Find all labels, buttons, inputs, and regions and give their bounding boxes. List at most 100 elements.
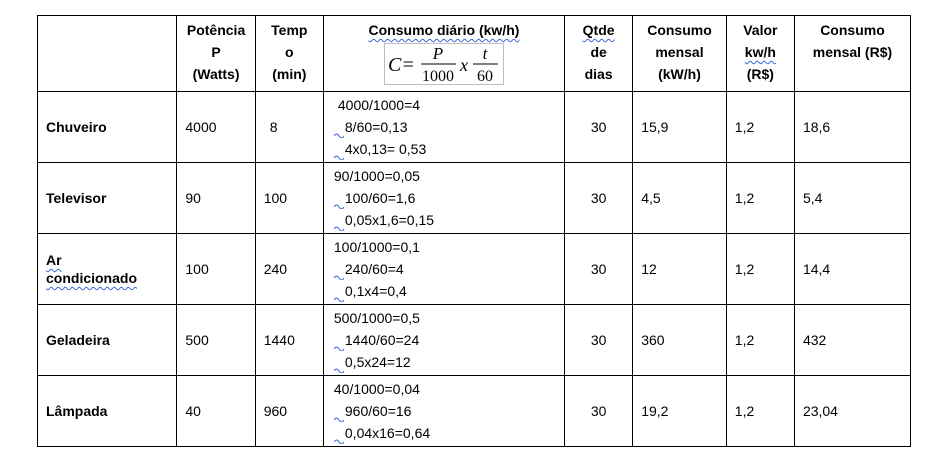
row-consumo-rs: 14,4 bbox=[793, 233, 912, 305]
row-tempo: 1440 bbox=[254, 304, 324, 376]
calc-line: 8/60=0,13 bbox=[333, 116, 564, 138]
calc-line: 500/1000=0,5 bbox=[334, 307, 564, 329]
header-qtde-l2: de bbox=[590, 44, 607, 60]
formula-box: C= P 1000 x t 60 bbox=[383, 43, 504, 85]
calc-line: 0,1x4=0,4 bbox=[333, 280, 564, 302]
squiggle-mark bbox=[333, 436, 344, 444]
calc-text: 1440/60=24 bbox=[344, 332, 420, 348]
row-potencia: 4000 bbox=[176, 91, 256, 163]
header-consumo-mensal-rs: Consumo mensal (R$) bbox=[793, 15, 912, 92]
header-potencia: Potência P (Watts) bbox=[176, 15, 256, 92]
row-consumo-rs: 5,4 bbox=[793, 162, 912, 234]
formula-num2: t bbox=[483, 44, 489, 63]
calc-text: 0,05x1,6=0,15 bbox=[344, 212, 435, 228]
table-row: Lâmpada 40 960 40/1000=0,04 960/60=16 0,… bbox=[36, 375, 912, 447]
row-consumo-mensal: 12 bbox=[632, 233, 727, 305]
calc-line: 0,5x24=12 bbox=[333, 351, 564, 373]
header-tempo: Temp o (min) bbox=[254, 15, 324, 92]
header-consumo-rs-l2: mensal (R$) bbox=[812, 44, 893, 60]
table-row: Chuveiro 4000 8 4000/1000=4 8/60=0,13 4x… bbox=[36, 91, 912, 163]
table-row: Ar condicionado 100 240 100/1000=0,1 240… bbox=[36, 233, 912, 305]
header-consumo-diario-label: Consumo diário (kw/h) bbox=[368, 22, 520, 38]
row-dias: 30 bbox=[564, 375, 634, 447]
row-item: Chuveiro bbox=[36, 91, 178, 163]
row-potencia: 100 bbox=[176, 233, 256, 305]
row-dias: 30 bbox=[564, 304, 634, 376]
squiggle-mark bbox=[333, 414, 344, 422]
header-item bbox=[36, 15, 178, 92]
squiggle-mark bbox=[333, 272, 344, 280]
calc-text: 240/60=4 bbox=[344, 261, 404, 277]
row-consumo-rs: 432 bbox=[793, 304, 912, 376]
row-valor: 1,2 bbox=[725, 304, 795, 376]
header-valor-l1: Valor bbox=[743, 22, 778, 38]
row-calc: 4000/1000=4 8/60=0,13 4x0,13= 0,53 bbox=[322, 91, 566, 163]
row-tempo: 8 bbox=[254, 91, 324, 163]
calc-line: 4000/1000=4 bbox=[334, 94, 564, 116]
formula-op: x bbox=[459, 55, 468, 75]
calc-text: 4x0,13= 0,53 bbox=[344, 141, 427, 157]
row-item: Geladeira bbox=[36, 304, 178, 376]
header-valor: Valor kw/h (R$) bbox=[725, 15, 795, 92]
row-dias: 30 bbox=[564, 162, 634, 234]
header-consumo-mensal-l1: Consumo bbox=[647, 22, 712, 38]
calc-text: 90/1000=0,05 bbox=[333, 168, 420, 184]
formula-den1: 1000 bbox=[422, 68, 454, 84]
calc-text: 40/1000=0,04 bbox=[333, 381, 420, 397]
calc-text: 100/1000=0,1 bbox=[333, 239, 420, 255]
calc-text: 100/60=1,6 bbox=[344, 190, 416, 206]
table-row: Geladeira 500 1440 500/1000=0,5 1440/60=… bbox=[36, 304, 912, 376]
row-consumo-rs: 18,6 bbox=[793, 91, 912, 163]
header-potencia-l1: Potência bbox=[186, 22, 246, 38]
row-item-line2: condicionado bbox=[46, 270, 137, 286]
header-consumo-mensal-l3: (kW/h) bbox=[658, 66, 701, 82]
calc-text: 500/1000=0,5 bbox=[333, 310, 420, 326]
row-item: Televisor bbox=[36, 162, 178, 234]
row-valor: 1,2 bbox=[725, 375, 795, 447]
calc-text: 0,5x24=12 bbox=[344, 354, 411, 370]
row-valor: 1,2 bbox=[725, 91, 795, 163]
header-tempo-l2: o bbox=[285, 44, 294, 60]
table-row: Televisor 90 100 90/1000=0,05 100/60=1,6… bbox=[36, 162, 912, 234]
header-consumo-rs-l1: Consumo bbox=[820, 22, 885, 38]
row-calc: 100/1000=0,1 240/60=4 0,1x4=0,4 bbox=[322, 233, 566, 305]
formula-lhs: C= bbox=[388, 54, 415, 76]
calc-line: 100/1000=0,1 bbox=[334, 236, 564, 258]
calc-text: 4000/1000=4 bbox=[337, 97, 421, 113]
row-consumo-mensal: 360 bbox=[632, 304, 727, 376]
row-valor: 1,2 bbox=[725, 162, 795, 234]
row-dias: 30 bbox=[564, 91, 634, 163]
squiggle-mark bbox=[333, 130, 344, 138]
formula-den2: 60 bbox=[477, 68, 493, 84]
calc-text: 8/60=0,13 bbox=[344, 119, 408, 135]
row-calc: 90/1000=0,05 100/60=1,6 0,05x1,6=0,15 bbox=[322, 162, 566, 234]
calc-text: 960/60=16 bbox=[344, 403, 412, 419]
row-calc: 40/1000=0,04 960/60=16 0,04x16=0,64 bbox=[322, 375, 566, 447]
squiggle-mark bbox=[333, 201, 344, 209]
row-consumo-mensal: 19,2 bbox=[632, 375, 727, 447]
header-valor-l3: (R$) bbox=[746, 66, 774, 82]
calc-line: 0,04x16=0,64 bbox=[333, 422, 564, 444]
row-dias: 30 bbox=[564, 233, 634, 305]
calc-line: 1440/60=24 bbox=[333, 329, 564, 351]
row-tempo: 240 bbox=[254, 233, 324, 305]
row-consumo-rs: 23,04 bbox=[793, 375, 912, 447]
squiggle-mark bbox=[333, 343, 344, 351]
calc-line: 0,05x1,6=0,15 bbox=[333, 209, 564, 231]
row-potencia: 40 bbox=[176, 375, 256, 447]
calc-text: 0,1x4=0,4 bbox=[344, 283, 407, 299]
calc-line: 40/1000=0,04 bbox=[334, 378, 564, 400]
calc-text: 0,04x16=0,64 bbox=[344, 425, 431, 441]
header-consumo-mensal-l2: mensal bbox=[655, 44, 704, 60]
row-tempo: 100 bbox=[254, 162, 324, 234]
squiggle-mark bbox=[333, 365, 344, 373]
row-tempo: 960 bbox=[254, 375, 324, 447]
formula-svg: C= P 1000 x t 60 bbox=[388, 44, 498, 84]
header-consumo-mensal: Consumo mensal (kW/h) bbox=[632, 15, 727, 92]
header-qtde: Qtde de dias bbox=[564, 15, 634, 92]
row-item: Ar condicionado bbox=[36, 233, 178, 305]
squiggle-mark bbox=[333, 223, 344, 231]
row-potencia: 500 bbox=[176, 304, 256, 376]
row-consumo-mensal: 15,9 bbox=[632, 91, 727, 163]
calc-line: 960/60=16 bbox=[333, 400, 564, 422]
